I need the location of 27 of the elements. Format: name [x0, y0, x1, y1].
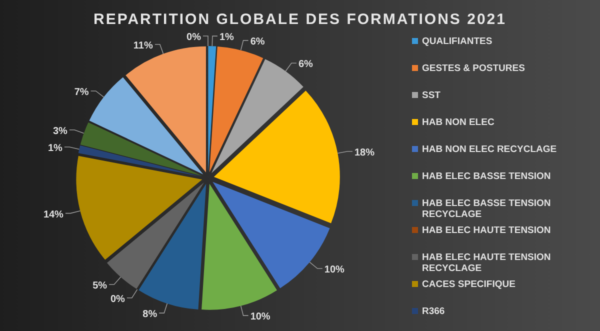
data-label: 18%	[354, 147, 375, 158]
legend-label: SST	[422, 90, 441, 101]
legend-label: HAB NON ELEC RECYCLAGE	[422, 144, 557, 155]
data-label: 1%	[219, 32, 234, 44]
data-label: 7%	[74, 86, 89, 98]
legend-label: HAB ELEC BASSE TENSION	[422, 171, 551, 182]
chart-title: REPARTITION GLOBALE DES FORMATIONS 2021	[94, 11, 506, 28]
text: 0%	[186, 32, 201, 43]
legend-label: QUALIFIANTES	[422, 36, 492, 47]
data-label: 3%	[52, 126, 68, 137]
text: 0%	[110, 294, 125, 305]
legend-label: GESTES & POSTURES	[422, 63, 525, 74]
legend-label: HAB ELEC BASSE TENSION RECYCLAGE	[422, 198, 551, 220]
data-label: 1%	[48, 143, 63, 154]
legend-label: HAB ELEC HAUTE TENSION	[422, 225, 551, 236]
legend-label: HAB ELEC HAUTE TENSION RECYCLAGE	[422, 252, 551, 274]
data-label: 5%	[92, 280, 108, 292]
data-label: 8%	[142, 309, 158, 320]
data-label: 6%	[250, 36, 265, 48]
legend-label: HAB NON ELEC	[422, 117, 494, 128]
legend-label: R366	[422, 306, 445, 317]
data-label: 10%	[324, 264, 345, 276]
data-label: 10%	[250, 312, 270, 323]
data-label: 6%	[298, 59, 314, 70]
legend-label: CACES SPECIFIQUE	[422, 279, 516, 290]
data-label: 11%	[133, 40, 153, 52]
data-label: 14%	[43, 209, 64, 220]
